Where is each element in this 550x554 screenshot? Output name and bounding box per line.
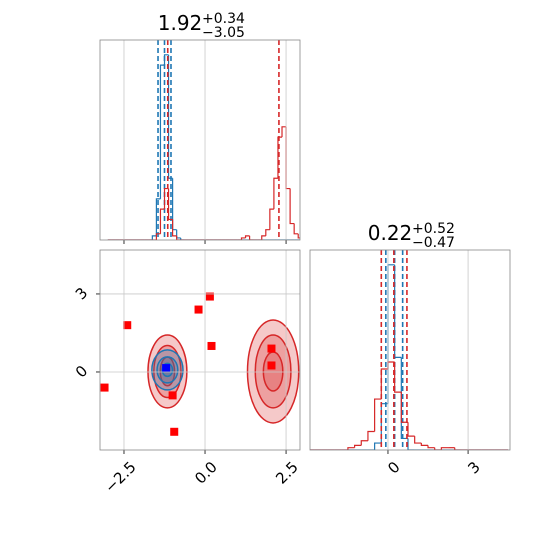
histogram-step	[394, 264, 402, 359]
point	[267, 344, 276, 353]
panel-frame	[309, 249, 511, 451]
x-tick-label: 3	[464, 458, 483, 477]
histogram-step	[347, 447, 355, 450]
point	[267, 361, 276, 370]
panel-title: 1.92	[158, 11, 203, 35]
point	[194, 305, 203, 314]
histogram-step	[180, 237, 185, 240]
point	[168, 391, 177, 400]
title-minus: −0.47	[412, 235, 455, 251]
panel-frame	[99, 39, 301, 241]
point	[123, 321, 132, 330]
histogram-step	[281, 126, 287, 138]
contour	[262, 351, 284, 392]
y-tick-label: 3	[72, 284, 91, 303]
histogram-step	[360, 440, 368, 446]
histogram-step	[240, 237, 246, 240]
histogram-step	[159, 208, 165, 234]
title-plus: +0.34	[202, 11, 245, 27]
histogram-step	[176, 229, 181, 239]
histogram-step	[248, 235, 254, 240]
point	[205, 292, 214, 301]
histogram-step	[277, 136, 283, 179]
histogram-step	[293, 223, 299, 235]
histogram-step	[374, 398, 382, 432]
histogram-step	[151, 235, 157, 240]
histogram-step	[172, 219, 177, 237]
histogram-step	[297, 233, 300, 239]
histogram-step	[265, 229, 270, 236]
histogram-step	[172, 178, 177, 231]
histogram-step	[163, 54, 169, 66]
panel	[310, 250, 509, 450]
title-minus: −3.05	[202, 25, 245, 41]
histogram-step	[289, 188, 295, 225]
histogram-step	[261, 235, 266, 240]
title-plus: +0.52	[412, 221, 455, 237]
histogram-step	[380, 403, 388, 444]
x-tick-label: 0.0	[191, 458, 221, 488]
histogram-step	[269, 208, 274, 230]
point	[162, 364, 171, 373]
histogram-step	[427, 445, 435, 449]
title-value: 1.92	[158, 11, 203, 35]
x-tick-label: 2.5	[272, 458, 302, 488]
histogram-step	[155, 233, 161, 240]
point	[170, 427, 179, 436]
histogram-step	[394, 362, 402, 393]
histogram-step	[407, 438, 415, 450]
title-value: 0.22	[368, 221, 413, 245]
point	[207, 341, 216, 350]
histogram-step	[273, 177, 278, 210]
panel-frame	[99, 249, 301, 451]
histogram-step	[374, 442, 382, 450]
histogram-step	[414, 436, 422, 444]
histogram-step	[434, 447, 442, 450]
histogram-step	[420, 443, 429, 446]
histogram-step	[159, 64, 165, 199]
histogram-step	[163, 187, 169, 210]
histogram-step	[167, 188, 173, 221]
histogram-step	[367, 430, 375, 441]
panel-title: 0.22	[368, 221, 413, 245]
histogram-step	[454, 447, 462, 450]
histogram-step	[440, 447, 449, 450]
histogram-step	[244, 235, 250, 238]
histogram-step	[407, 422, 415, 437]
histogram-step	[380, 368, 388, 400]
histogram-step	[353, 444, 362, 448]
histogram-step	[176, 235, 181, 240]
x-tick-label: 0	[384, 458, 403, 477]
histogram-step	[400, 392, 408, 423]
panel	[100, 292, 300, 436]
histogram-step	[285, 126, 291, 190]
contour	[254, 334, 292, 409]
panel	[107, 40, 300, 240]
x-tick-label: −2.5	[101, 458, 139, 496]
point	[100, 383, 109, 392]
histogram-step	[400, 357, 408, 440]
y-tick-label: 0	[72, 362, 91, 381]
histogram-step	[155, 198, 161, 236]
